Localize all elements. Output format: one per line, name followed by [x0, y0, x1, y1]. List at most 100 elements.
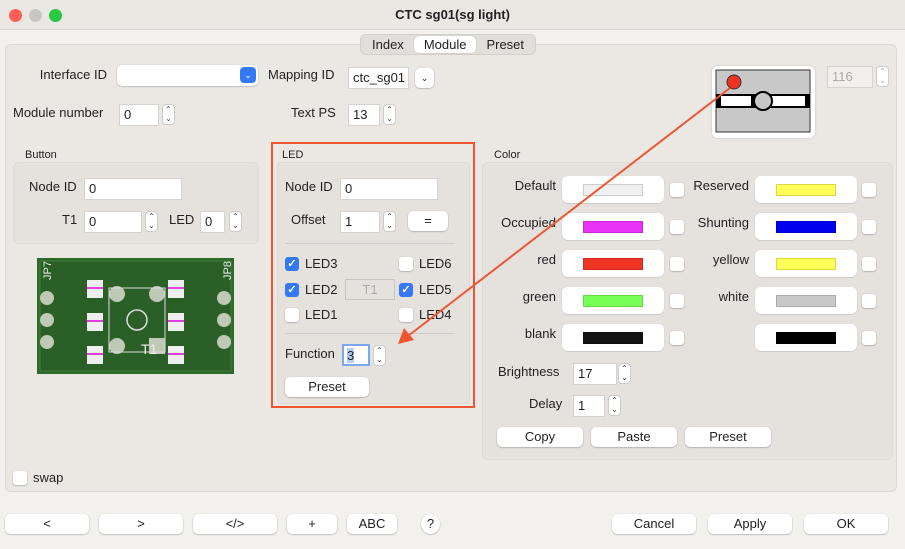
led4-label: LED4	[419, 307, 452, 322]
button-node-id-field[interactable]: 0	[84, 178, 182, 200]
led3-checkbox[interactable]: ✓	[285, 257, 299, 271]
module-number-label: Module number	[13, 105, 104, 120]
color-checkbox[interactable]	[862, 257, 876, 271]
color-checkbox[interactable]	[862, 183, 876, 197]
color-checkbox[interactable]	[670, 331, 684, 345]
help-button[interactable]: ?	[421, 514, 440, 534]
color-swatch-button[interactable]	[562, 287, 664, 314]
function-field[interactable]: 3	[342, 344, 370, 366]
ok-button[interactable]: OK	[804, 514, 888, 534]
color-swatch	[776, 258, 836, 270]
led4-checkbox[interactable]	[399, 308, 413, 322]
abc-button[interactable]: ABC	[347, 514, 397, 534]
signal-symbol-preview[interactable]	[712, 66, 815, 138]
pcb-image: T1 JP7 JP8	[37, 258, 234, 374]
led2-checkbox[interactable]: ✓	[285, 283, 299, 297]
code-button[interactable]: </>	[193, 514, 277, 534]
led-preset-button[interactable]: Preset	[285, 377, 369, 397]
mapping-id-field[interactable]: ctc_sg01	[348, 67, 409, 89]
function-label: Function	[285, 346, 335, 361]
led5-checkbox[interactable]: ✓	[399, 283, 413, 297]
tab-bar: Index Module Preset	[360, 34, 537, 55]
close-button[interactable]	[9, 9, 22, 22]
color-checkbox[interactable]	[862, 331, 876, 345]
tab-module[interactable]: Module	[413, 36, 477, 53]
color-swatch	[776, 221, 836, 233]
button-group-title: Button	[25, 149, 57, 161]
color-swatch-button[interactable]	[755, 287, 857, 314]
led-node-id-field[interactable]: 0	[340, 178, 438, 200]
button-node-id-label: Node ID	[29, 179, 77, 194]
offset-field[interactable]: 1	[340, 211, 380, 233]
color-preset-button[interactable]: Preset	[685, 427, 771, 447]
color-label: Occupied	[501, 215, 556, 230]
module-number-stepper[interactable]: ⌃ ⌄	[162, 104, 175, 125]
color-swatch-button[interactable]	[755, 324, 857, 351]
swap-checkbox[interactable]	[13, 471, 27, 485]
mapping-id-label: Mapping ID	[268, 67, 335, 82]
color-swatch	[583, 295, 643, 307]
text-ps-stepper[interactable]: ⌃ ⌄	[383, 104, 396, 125]
button-led-field[interactable]: 0	[200, 211, 225, 233]
color-swatch	[776, 332, 836, 344]
color-swatch-button[interactable]	[562, 250, 664, 277]
color-label: yellow	[712, 252, 749, 267]
color-swatch	[583, 221, 643, 233]
copy-button[interactable]: Copy	[497, 427, 583, 447]
color-checkbox[interactable]	[862, 294, 876, 308]
color-checkbox[interactable]	[862, 220, 876, 234]
interface-id-label: Interface ID	[39, 67, 107, 82]
symbol-number-stepper: ⌃ ⌄	[876, 66, 889, 87]
brightness-field[interactable]: 17	[573, 363, 617, 385]
module-number-field[interactable]: 0	[119, 104, 159, 126]
mapping-id-dropdown[interactable]: ⌄	[415, 68, 434, 88]
color-swatch	[583, 184, 643, 196]
t1-stepper[interactable]: ⌃ ⌄	[145, 211, 158, 232]
text-ps-field[interactable]: 13	[348, 104, 380, 126]
color-swatch	[776, 184, 836, 196]
text-ps-label: Text PS	[291, 105, 336, 120]
color-swatch-button[interactable]	[562, 324, 664, 351]
color-swatch-button[interactable]	[562, 213, 664, 240]
window-title: CTC sg01(sg light)	[395, 7, 510, 22]
next-button[interactable]: >	[99, 514, 183, 534]
title-bar	[0, 0, 905, 30]
tab-preset[interactable]: Preset	[486, 37, 525, 52]
brightness-stepper[interactable]: ⌃ ⌄	[618, 363, 631, 384]
color-label: Shunting	[697, 215, 749, 230]
divider	[285, 333, 455, 334]
delay-label: Delay	[529, 396, 563, 411]
color-label: red	[537, 252, 556, 267]
color-swatch-button[interactable]	[562, 176, 664, 203]
t1-field[interactable]: 0	[84, 211, 142, 233]
color-swatch-button[interactable]	[755, 176, 857, 203]
button-led-stepper[interactable]: ⌃ ⌄	[229, 211, 242, 232]
apply-button[interactable]: Apply	[708, 514, 792, 534]
led3-label: LED3	[305, 256, 338, 271]
color-swatch	[776, 295, 836, 307]
chevron-down-icon: ⌄	[420, 73, 429, 83]
tab-index[interactable]: Index	[372, 37, 404, 52]
color-swatch-button[interactable]	[755, 213, 857, 240]
offset-stepper[interactable]: ⌃ ⌄	[383, 211, 396, 232]
color-swatch-button[interactable]	[755, 250, 857, 277]
led1-checkbox[interactable]	[285, 308, 299, 322]
cancel-button[interactable]: Cancel	[612, 514, 696, 534]
previous-button[interactable]: <	[5, 514, 89, 534]
pcb-label-jp8: JP8	[222, 261, 234, 280]
color-group-title: Color	[494, 149, 521, 161]
paste-button[interactable]: Paste	[591, 427, 677, 447]
zoom-button[interactable]	[49, 9, 62, 22]
chevron-down-icon: ⌄	[240, 67, 256, 83]
delay-field[interactable]: 1	[573, 395, 605, 417]
led6-checkbox[interactable]	[399, 257, 413, 271]
delay-stepper[interactable]: ⌃ ⌄	[608, 395, 621, 416]
pcb-label-jp7: JP7	[42, 261, 54, 280]
symbol-number-field: 116	[827, 66, 873, 88]
function-value: 3	[347, 348, 355, 363]
interface-id-combo[interactable]: ⌄	[117, 65, 258, 86]
add-button[interactable]: +	[287, 514, 337, 534]
equals-button[interactable]: =	[408, 211, 448, 231]
function-stepper[interactable]: ⌃ ⌄	[373, 345, 386, 366]
minimize-button[interactable]	[29, 9, 42, 22]
